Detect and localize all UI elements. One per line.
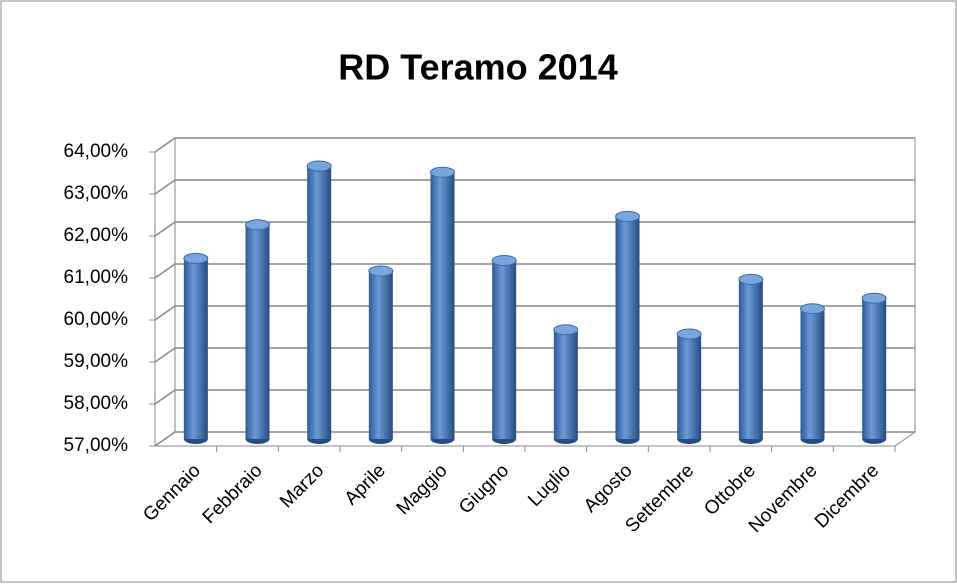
y-tick-label: 61,00%	[64, 267, 129, 288]
y-tick-label: 57,00%	[64, 435, 129, 456]
y-tick-label: 62,00%	[64, 225, 129, 246]
grid-line	[154, 221, 915, 237]
bar	[615, 216, 640, 439]
y-tick-label: 58,00%	[64, 393, 129, 414]
bar-top	[615, 210, 640, 222]
bar-top	[245, 219, 270, 231]
grid-line	[154, 431, 915, 447]
grid-line	[154, 389, 915, 405]
bar-top	[183, 252, 209, 264]
y-tick-label: 59,00%	[64, 351, 129, 372]
grid-line	[154, 263, 915, 279]
bar	[862, 298, 887, 439]
grid-line	[154, 179, 915, 195]
bar-top	[491, 255, 517, 266]
bar-top	[368, 265, 394, 277]
bar	[245, 224, 270, 439]
y-tick-label: 63,00%	[64, 183, 129, 204]
bar	[492, 260, 517, 439]
bar	[800, 308, 825, 439]
bar-top	[430, 166, 455, 178]
bar-top	[861, 292, 887, 304]
bar	[307, 166, 332, 439]
bar	[183, 258, 208, 439]
grid-line	[154, 137, 915, 153]
bar	[368, 271, 393, 439]
grid-line	[154, 347, 915, 363]
bar	[553, 329, 578, 439]
y-tick-label: 60,00%	[64, 309, 129, 330]
bar-top	[800, 303, 825, 315]
grid-line	[154, 305, 915, 321]
bar-top	[676, 328, 702, 340]
chart-title: RD Teramo 2014	[338, 47, 617, 88]
bar-top	[738, 273, 764, 285]
y-tick-label: 64,00%	[64, 141, 129, 162]
bar	[738, 279, 763, 439]
bar	[677, 334, 702, 439]
bar-top	[553, 324, 579, 336]
bar-top	[306, 160, 332, 172]
bar	[430, 172, 455, 440]
